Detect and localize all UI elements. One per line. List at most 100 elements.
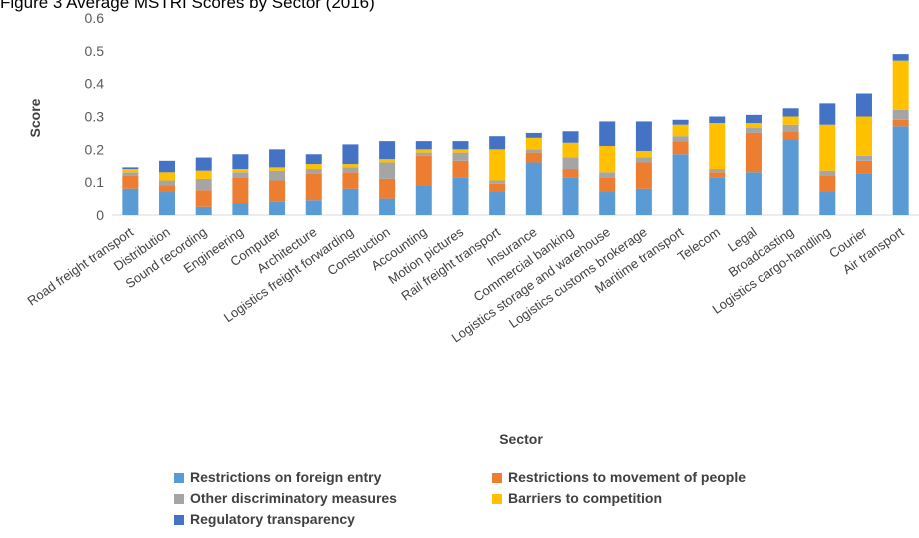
bar-segment	[452, 177, 468, 215]
bar-segment	[636, 189, 652, 215]
bar-segment	[856, 156, 872, 161]
y-tick-label: 0.3	[85, 109, 105, 125]
bar-stack	[709, 117, 725, 216]
bar-segment	[306, 200, 322, 215]
x-tick-label: Telecom	[675, 224, 723, 264]
y-axis-ticks: 0 0.1 0.2 0.3 0.4 0.5 0.6	[85, 10, 105, 223]
bar-segment	[416, 156, 432, 186]
bar-segment	[783, 108, 799, 116]
bar-segment	[159, 161, 175, 172]
bar-segment	[893, 126, 909, 215]
bar-segment	[196, 179, 212, 190]
bar-segment	[746, 115, 762, 123]
bar-segment	[416, 185, 432, 215]
bar-segment	[526, 162, 542, 215]
legend-swatch	[174, 473, 184, 483]
bar-segment	[819, 176, 835, 192]
bar-segment	[709, 123, 725, 169]
bar-segment	[306, 169, 322, 174]
legend-swatch	[174, 515, 184, 525]
bar-segment	[563, 169, 579, 177]
bar-segment	[709, 117, 725, 124]
bar-segment	[856, 117, 872, 156]
bar-segment	[196, 207, 212, 215]
bar-segment	[416, 153, 432, 156]
bar-segment	[636, 158, 652, 163]
bar-stack	[526, 133, 542, 215]
bar-segment	[232, 204, 248, 215]
bar-segment	[893, 110, 909, 120]
bar-segment	[599, 192, 615, 215]
bar-segment	[452, 153, 468, 161]
bar-stack	[673, 120, 689, 215]
bar-segment	[306, 174, 322, 200]
bar-segment	[636, 162, 652, 188]
bar-segment	[379, 162, 395, 178]
bar-segment	[746, 123, 762, 128]
legend-swatch	[492, 494, 502, 504]
bar-segment	[342, 172, 358, 188]
bar-segment	[379, 141, 395, 159]
bar-stack	[232, 154, 248, 215]
bar-segment	[563, 158, 579, 169]
bar-segment	[673, 141, 689, 154]
bar-segment	[746, 133, 762, 172]
bar-stack	[599, 121, 615, 215]
bar-segment	[342, 189, 358, 215]
bar-segment	[526, 138, 542, 149]
bar-stack	[746, 115, 762, 215]
bar-segment	[452, 149, 468, 152]
bar-segment	[636, 151, 652, 158]
bar-segment	[819, 192, 835, 215]
bar-segment	[306, 164, 322, 169]
bar-segment	[673, 120, 689, 125]
y-tick-label: 0.2	[85, 141, 105, 157]
legend-swatch	[492, 473, 502, 483]
bar-segment	[306, 154, 322, 164]
bar-segment	[452, 161, 468, 177]
bar-stack	[342, 144, 358, 215]
bar-segment	[526, 149, 542, 152]
y-tick-label: 0.1	[85, 174, 105, 190]
bar-segment	[489, 136, 505, 149]
bar-segment	[856, 174, 872, 215]
bar-segment	[673, 136, 689, 141]
bar-segment	[159, 185, 175, 192]
bar-segment	[599, 177, 615, 192]
bar-segment	[599, 121, 615, 146]
bar-segment	[783, 117, 799, 125]
bar-segment	[196, 171, 212, 179]
bar-segment	[122, 167, 138, 169]
bar-segment	[269, 171, 285, 181]
bar-segment	[709, 169, 725, 172]
legend-label: Other discriminatory measures	[190, 490, 397, 506]
bar-segment	[379, 199, 395, 215]
bar-segment	[599, 172, 615, 177]
bar-segment	[232, 177, 248, 203]
bar-segment	[196, 190, 212, 206]
bar-stack	[783, 108, 799, 215]
bar-stack	[159, 161, 175, 215]
bar-segment	[379, 179, 395, 199]
bar-segment	[563, 177, 579, 215]
bar-stack	[563, 131, 579, 215]
legend-label: Barriers to competition	[508, 490, 662, 506]
bar-segment	[526, 133, 542, 138]
bar-stack	[379, 141, 395, 215]
bar-segment	[489, 184, 505, 192]
bar-segment	[342, 164, 358, 167]
bar-segment	[819, 125, 835, 171]
y-axis-title: Score	[27, 98, 43, 137]
x-axis-category-labels: Road freight transportDistributionSound …	[24, 224, 906, 346]
bar-segment	[489, 192, 505, 215]
bar-segment	[489, 149, 505, 180]
bar-segment	[709, 172, 725, 177]
bar-segment	[636, 121, 652, 151]
x-axis-title: Sector	[499, 431, 543, 447]
bar-stack	[893, 54, 909, 215]
bar-stack	[489, 136, 505, 215]
bar-segment	[783, 131, 799, 139]
bar-stack	[452, 141, 468, 215]
y-tick-label: 0	[96, 207, 104, 223]
